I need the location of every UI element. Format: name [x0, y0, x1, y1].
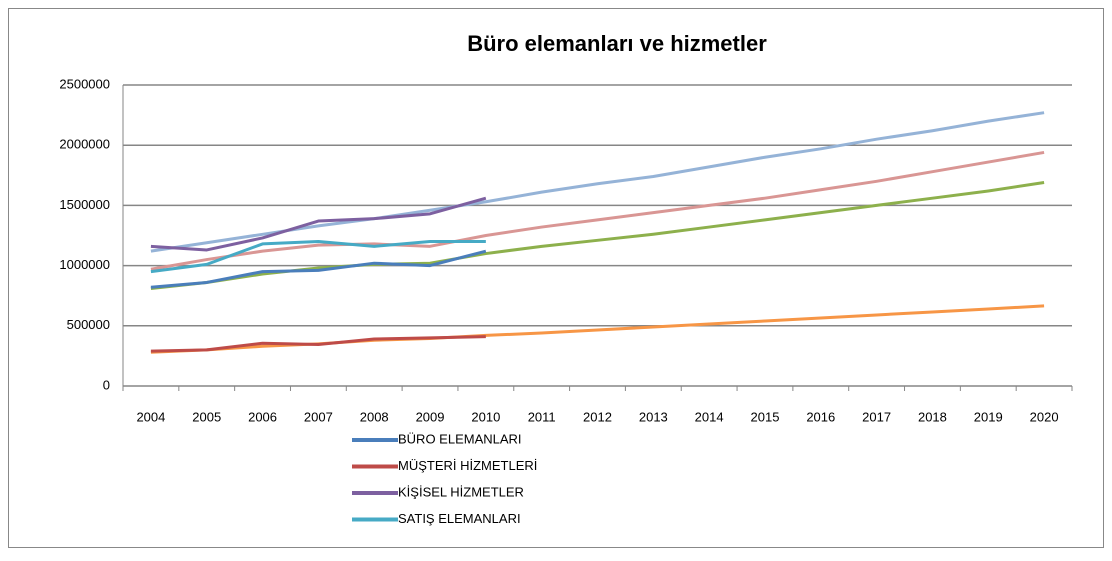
x-tick-label: 2006 [248, 409, 277, 424]
x-tick-label: 2011 [528, 409, 556, 424]
chart-title: Büro elemanları ve hizmetler [467, 31, 767, 56]
x-tick-label: 2012 [583, 409, 612, 424]
series-line [150, 111, 1045, 253]
x-tick-label: 2009 [416, 409, 445, 424]
x-tick-label: 2017 [862, 409, 891, 424]
y-tick-label: 2000000 [59, 137, 110, 152]
y-tick-label: 1000000 [59, 257, 110, 272]
x-tick-label: 2014 [695, 409, 724, 424]
series-line [150, 150, 1045, 271]
x-tick-label: 2005 [192, 409, 221, 424]
legend-label: KİŞİSEL HİZMETLER [398, 484, 524, 499]
y-tick-label: 0 [103, 377, 110, 392]
x-tick-label: 2018 [918, 409, 947, 424]
y-tick-label: 1500000 [59, 197, 110, 212]
y-tick-label: 2500000 [59, 76, 110, 91]
series-line [150, 249, 487, 289]
series-line [150, 240, 486, 274]
x-tick-label: 2016 [806, 409, 835, 424]
series-line [150, 335, 486, 353]
x-tick-label: 2007 [304, 409, 333, 424]
x-tick-label: 2010 [471, 409, 500, 424]
chart-border [8, 8, 1104, 548]
x-tick-label: 2008 [360, 409, 389, 424]
x-tick-label: 2015 [751, 409, 780, 424]
x-tick-label: 2019 [974, 409, 1003, 424]
series-line [150, 196, 487, 252]
x-tick-label: 2013 [639, 409, 668, 424]
legend-label: MÜŞTERİ HİZMETLERİ [398, 458, 537, 473]
y-tick-label: 500000 [67, 317, 110, 332]
x-tick-label: 2004 [136, 409, 165, 424]
x-tick-label: 2020 [1030, 409, 1059, 424]
legend-label: BÜRO ELEMANLARI [398, 431, 522, 446]
legend-label: SATIŞ ELEMANLARI [398, 511, 521, 526]
